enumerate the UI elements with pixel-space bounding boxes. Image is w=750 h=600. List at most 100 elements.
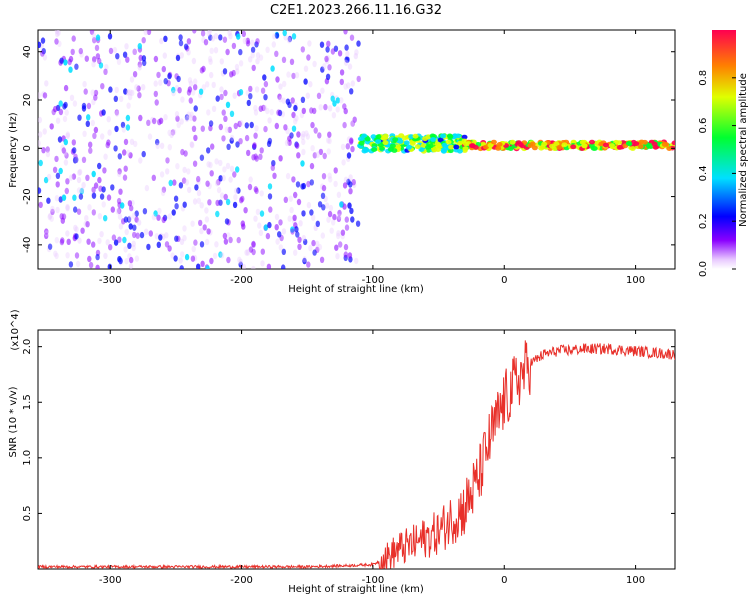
heatmap-cell: [205, 265, 210, 269]
heatmap-cell: [117, 207, 122, 215]
heatmap-cell: [54, 237, 59, 244]
heatmap-cell: [38, 41, 42, 48]
heatmap-cell: [661, 142, 668, 147]
heatmap-cell: [207, 199, 212, 206]
heatmap-cell: [375, 139, 382, 145]
heatmap-cell: [250, 46, 256, 53]
heatmap-cell: [304, 130, 309, 137]
heatmap-cell: [175, 163, 180, 170]
heatmap-cell: [342, 103, 347, 110]
heatmap-cell: [236, 187, 241, 194]
heatmap-cell: [198, 219, 203, 227]
heatmap-cell: [242, 37, 248, 45]
heatmap-cell: [323, 103, 328, 111]
heatmap-cell: [123, 216, 129, 223]
heatmap-cell: [317, 243, 323, 251]
heatmap-cell: [146, 243, 151, 251]
heatmap-cell: [181, 177, 187, 184]
heatmap-cell: [287, 139, 292, 146]
heatmap-cell: [117, 168, 122, 175]
heatmap-cell: [218, 159, 223, 167]
heatmap-cell: [108, 86, 113, 93]
heatmap-cell: [164, 241, 170, 248]
heatmap-cell: [581, 143, 588, 149]
heatmap-cell: [146, 30, 152, 36]
heatmap-cell: [331, 219, 336, 226]
heatmap-cell: [324, 58, 330, 65]
heatmap-cell: [180, 96, 185, 103]
heatmap-cell: [237, 256, 242, 263]
heatmap-cell: [253, 215, 258, 222]
heatmap-cell: [117, 153, 123, 160]
heatmap-cell: [337, 50, 343, 57]
heatmap-cell: [253, 105, 258, 112]
heatmap-cell: [380, 135, 387, 140]
heatmap-x-label: Height of straight line (km): [288, 284, 424, 295]
heatmap-cell: [251, 64, 256, 72]
heatmap-cell: [45, 150, 51, 158]
x-tick-label: 0: [501, 275, 507, 286]
heatmap-cell: [318, 148, 324, 156]
heatmap-cell: [265, 232, 271, 240]
heatmap-cell: [375, 134, 382, 140]
x-tick-label: -200: [230, 575, 253, 586]
heatmap-cell: [71, 139, 77, 146]
heatmap-cell: [163, 35, 168, 42]
heatmap-cell: [206, 147, 211, 154]
heatmap-cell: [295, 181, 301, 188]
heatmap-cell: [324, 55, 329, 63]
heatmap-cell: [295, 142, 300, 149]
heatmap-cell: [302, 257, 307, 265]
heatmap-cell: [169, 131, 174, 139]
heatmap-cell: [617, 145, 623, 150]
heatmap-cell: [282, 80, 287, 88]
heatmap-cell: [254, 155, 259, 162]
heatmap-cell: [54, 155, 59, 163]
heatmap-cell: [211, 105, 217, 113]
heatmap-cell: [203, 39, 209, 46]
heatmap-cell: [223, 238, 229, 245]
heatmap-cell: [301, 107, 306, 115]
heatmap-cell: [295, 231, 300, 238]
heatmap-cell: [258, 229, 264, 236]
heatmap-cell: [47, 213, 52, 221]
heatmap-cell: [82, 130, 87, 137]
heatmap-cell: [211, 81, 216, 89]
heatmap-cell: [65, 132, 70, 140]
heatmap-cell: [412, 133, 419, 139]
heatmap-cell: [358, 140, 365, 146]
heatmap-cell: [49, 123, 54, 130]
heatmap-cell: [58, 100, 63, 107]
heatmap-cell: [339, 201, 344, 208]
heatmap-cell: [97, 213, 103, 220]
heatmap-cell: [208, 161, 213, 169]
heatmap-cell: [209, 71, 214, 79]
heatmap-cell: [78, 47, 84, 55]
heatmap-cell: [196, 175, 201, 183]
heatmap-cell: [356, 40, 361, 47]
heatmap-cell: [364, 136, 371, 142]
heatmap-cell: [487, 142, 494, 148]
heatmap-cell: [453, 144, 460, 150]
heatmap-cell: [320, 232, 325, 239]
heatmap-cell: [137, 92, 142, 99]
heatmap-cell: [48, 212, 53, 220]
heatmap-cell: [184, 253, 190, 261]
heatmap-cell: [172, 179, 177, 186]
heatmap-cell: [265, 46, 270, 53]
heatmap-cell: [148, 230, 153, 237]
heatmap-cell: [255, 52, 261, 59]
heatmap-cell: [95, 53, 101, 60]
heatmap-cell: [312, 60, 317, 68]
heatmap-cell: [40, 37, 46, 44]
heatmap-cell: [102, 167, 107, 174]
heatmap-cell: [58, 167, 63, 175]
heatmap-cell: [259, 190, 264, 197]
heatmap-cell: [91, 170, 96, 178]
heatmap-cell: [298, 220, 303, 227]
heatmap-cell: [336, 230, 341, 237]
heatmap-cell: [68, 174, 74, 181]
heatmap-cell: [341, 159, 346, 166]
heatmap-cell: [213, 33, 219, 40]
heatmap-cell: [183, 43, 189, 50]
